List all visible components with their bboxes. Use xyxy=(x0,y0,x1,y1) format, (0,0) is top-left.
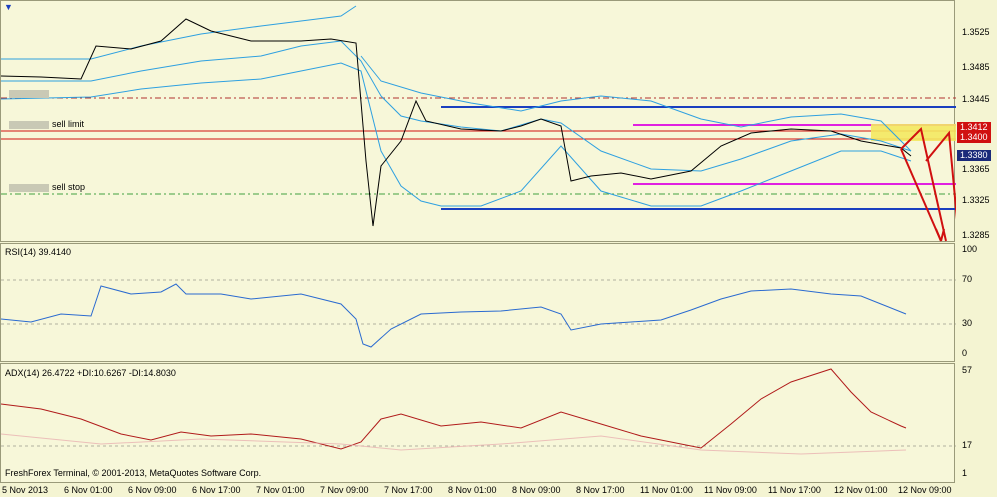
price-chart-svg xyxy=(1,5,956,242)
time-tick: 7 Nov 01:00 xyxy=(256,485,305,495)
adx-pane[interactable]: ADX(14) 26.4722 +DI:10.6267 -DI:14.8030 … xyxy=(0,363,956,483)
price-tag-3: 1.3380 xyxy=(957,150,991,161)
rsi-pane[interactable]: RSI(14) 39.4140 xyxy=(0,243,956,362)
time-tick: 6 Nov 01:00 xyxy=(64,485,113,495)
time-tick: 6 Nov 17:00 xyxy=(192,485,241,495)
price-tag-2: 1.3400 xyxy=(957,132,991,143)
rsi-tick: 70 xyxy=(962,274,973,284)
main-chart-pane[interactable]: ▼ sell limit sell stop xyxy=(0,0,956,242)
sell-limit-label[interactable]: sell limit xyxy=(9,119,84,129)
time-tick: 11 Nov 17:00 xyxy=(768,485,821,495)
time-tick: 5 Nov 2013 xyxy=(2,485,49,495)
time-tick: 12 Nov 01:00 xyxy=(834,485,888,495)
time-tick: 6 Nov 09:00 xyxy=(128,485,177,495)
sell-stop-label[interactable]: sell stop xyxy=(9,182,85,192)
price-tick: 1.3325 xyxy=(962,195,990,205)
adx-tick: 17 xyxy=(962,440,973,450)
price-tick: 1.3485 xyxy=(962,62,990,72)
time-tick: 7 Nov 17:00 xyxy=(384,485,433,495)
time-tick: 11 Nov 01:00 xyxy=(640,485,693,495)
adx-tick: 1 xyxy=(962,468,968,478)
menu-arrow-icon[interactable]: ▼ xyxy=(4,2,13,12)
time-tick: 8 Nov 17:00 xyxy=(576,485,625,495)
time-tick: 12 Nov 09:00 xyxy=(898,485,952,495)
adx-title: ADX(14) 26.4722 +DI:10.6267 -DI:14.8030 xyxy=(5,368,176,378)
price-tick: 1.3285 xyxy=(962,230,990,240)
price-tick: 1.3525 xyxy=(962,27,990,37)
rsi-tick: 100 xyxy=(962,244,978,254)
price-tag-1: 1.3412 xyxy=(957,122,991,133)
order-label-blurred[interactable] xyxy=(9,88,52,98)
rsi-tick: 0 xyxy=(962,348,968,358)
price-tick: 1.3365 xyxy=(962,164,990,174)
adx-tick: 57 xyxy=(962,365,973,375)
rsi-tick: 30 xyxy=(962,318,973,328)
rsi-chart-svg xyxy=(1,279,956,348)
copyright-text: FreshForex Terminal, © 2001-2013, MetaQu… xyxy=(5,468,262,478)
time-tick: 8 Nov 09:00 xyxy=(512,485,561,495)
price-tick: 1.3445 xyxy=(962,94,990,104)
time-tick: 7 Nov 09:00 xyxy=(320,485,369,495)
time-tick: 11 Nov 09:00 xyxy=(704,485,757,495)
rsi-title: RSI(14) 39.4140 xyxy=(5,247,72,257)
adx-chart-svg xyxy=(1,368,956,455)
time-tick: 8 Nov 01:00 xyxy=(448,485,497,495)
